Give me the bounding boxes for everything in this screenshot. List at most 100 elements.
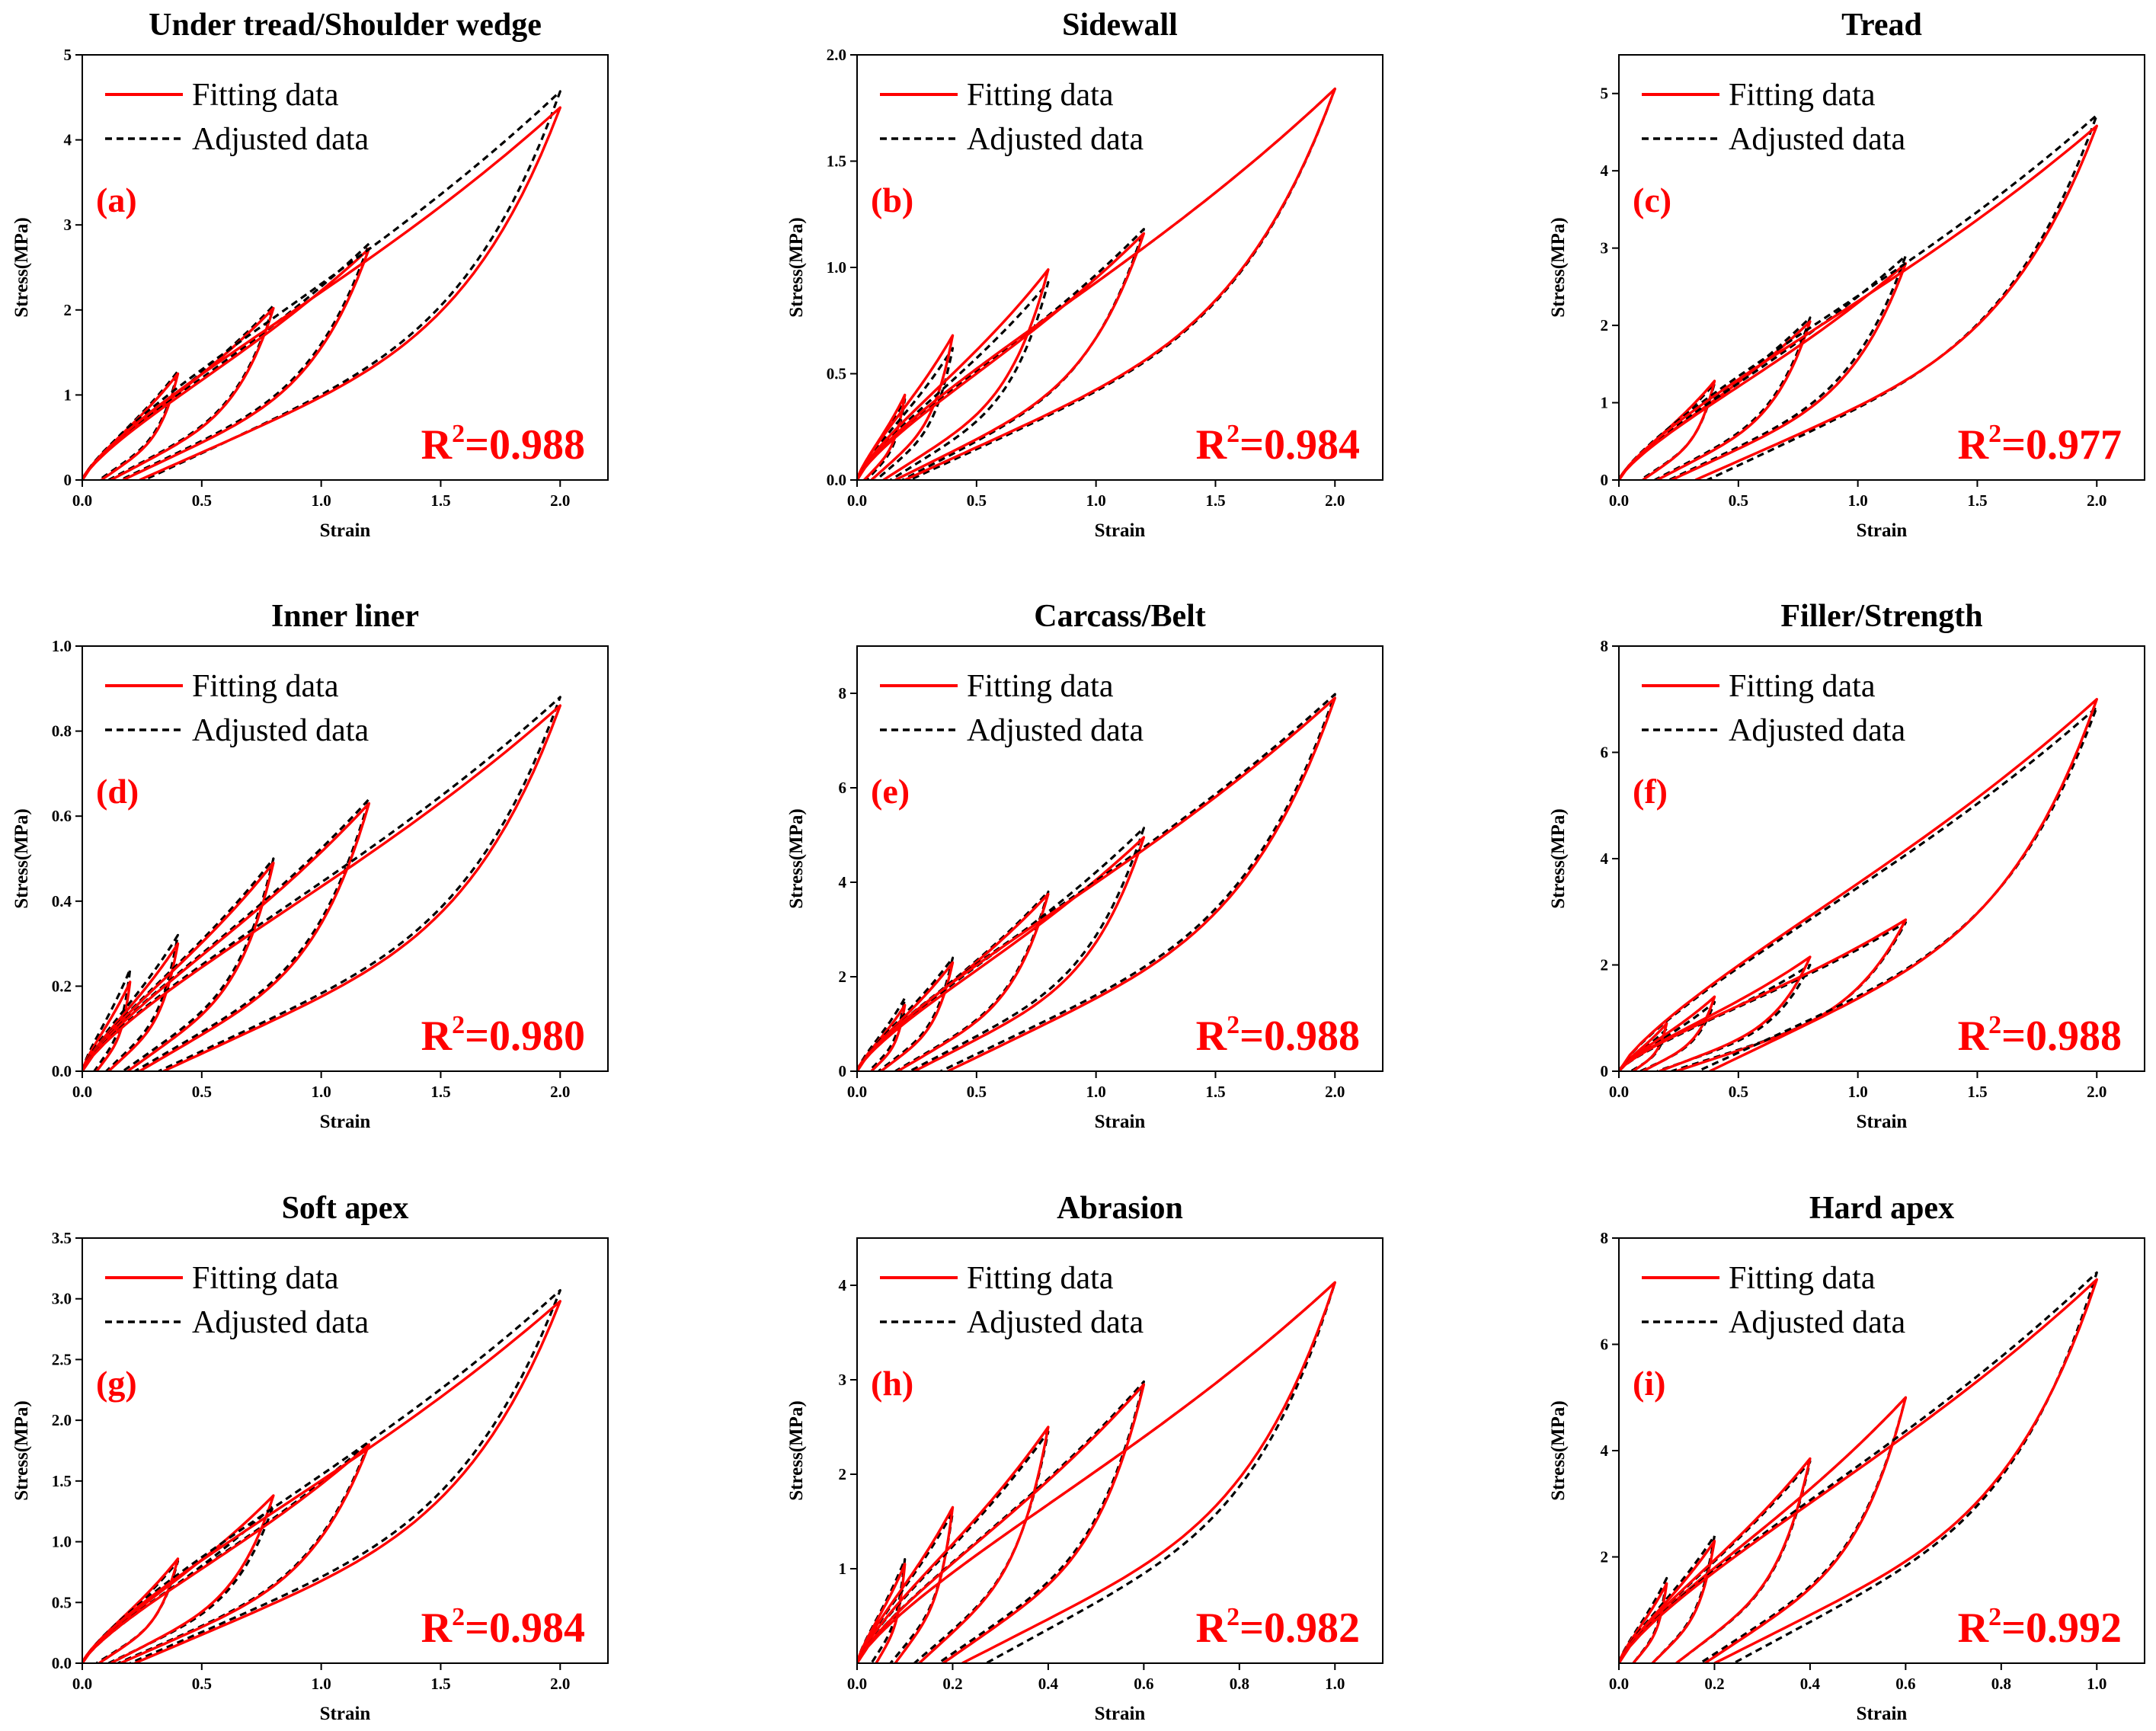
x-tick-label: 0.5 — [967, 491, 987, 510]
x-tick-label: 1.5 — [1967, 491, 1987, 510]
r-squared-value: R2=0.984 — [421, 1603, 585, 1652]
legend-adjusted-label: Adjusted data — [967, 1305, 1144, 1340]
legend-adjusted-label: Adjusted data — [1729, 1305, 1905, 1340]
x-tick-label: 0.5 — [192, 1675, 212, 1693]
x-tick-label: 1.0 — [1086, 491, 1106, 510]
fitting-curve-cycle-1 — [1619, 1582, 1668, 1663]
y-tick-label: 2 — [839, 968, 847, 986]
y-axis-label: Stress(MPa) — [786, 217, 807, 317]
fitting-curve-cycle-3 — [1619, 1457, 1812, 1663]
chart-panel-g: Soft apex 0.0 0.5 1.0 1.5 2.0 0.0 0.5 1.0 1.5 2.0 2… — [11, 1191, 609, 1724]
y-tick-label: 4 — [1601, 162, 1609, 180]
curves — [857, 87, 1336, 480]
plot-frame — [82, 1237, 609, 1664]
x-tick-label: 2.0 — [550, 491, 570, 510]
curves — [1619, 1271, 2098, 1663]
panel-label: (f) — [1633, 772, 1668, 811]
x-tick-label: 0.5 — [192, 1083, 212, 1101]
legend-fitting-label: Fitting data — [1729, 1261, 1876, 1296]
y-tick-label: 8 — [839, 684, 847, 702]
x-tick-label: 1.0 — [2087, 1675, 2106, 1693]
legend-adjusted-label: Adjusted data — [192, 122, 369, 157]
panel-label: (g) — [96, 1364, 137, 1403]
y-tick-label: 0.5 — [52, 1593, 72, 1611]
x-axis-label: Strain — [1095, 520, 1146, 541]
adjusted-curve-cycle-5 — [1619, 706, 2098, 1071]
y-tick-label: 3.5 — [52, 1229, 72, 1247]
x-tick-label: 0.2 — [942, 1675, 962, 1693]
chart-panel-f: Filler/Strength 0.0 0.5 1.0 1.5 2.0 0 2 4 6 8 Strai… — [1548, 599, 2145, 1132]
x-tick-label: 2.0 — [550, 1675, 570, 1693]
x-axis-label: Strain — [1857, 520, 1908, 541]
x-axis-label: Strain — [1095, 1112, 1146, 1132]
y-tick-label: 0.4 — [52, 892, 72, 910]
plot-frame — [856, 645, 1383, 1072]
adjusted-curve-cycle-5 — [82, 696, 561, 1071]
x-tick-label: 0.0 — [847, 1083, 867, 1101]
y-tick-label: 0.8 — [52, 722, 72, 741]
y-tick-label: 4 — [1601, 850, 1609, 868]
r-squared-prefix: R — [1196, 1013, 1227, 1060]
y-tick-label: 1.0 — [52, 637, 72, 655]
fitting-curve-cycle-3 — [857, 268, 1050, 480]
fitting-curve-cycle-3 — [82, 1443, 371, 1663]
chart-panel-a: Under tread/Shoulder wedge 0.0 0.5 1.0 1.5 2.… — [11, 8, 609, 541]
y-axis-label: Stress(MPa) — [11, 1400, 32, 1500]
fitting-curve-cycle-5 — [857, 1281, 1336, 1663]
panel-label: (i) — [1633, 1364, 1665, 1403]
y-tick-label: 8 — [1601, 637, 1609, 655]
r-squared-value: R2=0.980 — [421, 1011, 585, 1060]
chart-title: Filler/Strength — [1780, 599, 1982, 634]
curves — [1619, 698, 2098, 1071]
r-squared-value: R2=0.992 — [1958, 1603, 2122, 1652]
x-tick-label: 0.6 — [1134, 1675, 1153, 1693]
x-tick-label: 0.2 — [1704, 1675, 1724, 1693]
adjusted-curve-cycle-5 — [1619, 1271, 2098, 1663]
fitting-curve-cycle-2 — [857, 1505, 955, 1663]
r-squared-value: R2=0.984 — [1196, 420, 1360, 469]
r-squared-prefix: R — [421, 421, 453, 469]
panel-label: (b) — [871, 181, 913, 219]
r-squared-value: R2=0.982 — [1196, 1603, 1360, 1652]
panel-label: (a) — [96, 181, 137, 219]
r-squared-superscript: 2 — [452, 1603, 465, 1631]
r-squared-superscript: 2 — [1227, 1011, 1240, 1039]
y-tick-label: 6 — [839, 779, 847, 797]
y-tick-label: 0 — [64, 471, 72, 489]
r-squared-number: =0.984 — [1240, 421, 1360, 469]
r-squared-superscript: 2 — [452, 420, 465, 448]
x-axis-label: Strain — [320, 1112, 371, 1132]
legend-fitting-label: Fitting data — [192, 78, 339, 113]
r-squared-superscript: 2 — [1227, 1603, 1240, 1631]
y-tick-label: 5 — [1601, 85, 1609, 103]
fitting-curve-cycle-4 — [82, 802, 371, 1071]
adjusted-curve-cycle-4 — [1619, 114, 2098, 480]
y-tick-label: 0.6 — [52, 807, 72, 825]
x-tick-label: 0.0 — [1609, 491, 1629, 510]
fitting-curve-cycle-4 — [857, 232, 1146, 480]
r-squared-prefix: R — [1958, 1605, 1989, 1652]
fitting-curve-cycle-4 — [1619, 1396, 1908, 1663]
legend-fitting-label: Fitting data — [967, 669, 1114, 704]
y-tick-label: 3 — [839, 1371, 847, 1389]
r-squared-number: =0.988 — [465, 421, 585, 469]
x-tick-label: 1.0 — [1848, 491, 1868, 510]
legend-fitting-label: Fitting data — [192, 1261, 339, 1296]
fitting-curve-cycle-3 — [82, 861, 275, 1071]
y-tick-label: 1.0 — [52, 1533, 72, 1551]
y-tick-label: 3.0 — [52, 1290, 72, 1308]
r-squared-number: =0.988 — [1240, 1013, 1360, 1060]
y-tick-label: 3 — [1601, 239, 1609, 258]
x-axis-label: Strain — [1095, 1704, 1146, 1724]
y-tick-label: 1 — [64, 386, 72, 404]
plot-frame — [1618, 645, 2145, 1072]
y-tick-label: 2.5 — [52, 1350, 72, 1368]
adjusted-curve-cycle-3 — [1619, 254, 1907, 480]
y-tick-label: 5 — [64, 46, 72, 64]
adjusted-curve-cycle-1 — [857, 997, 907, 1071]
fitting-curve-cycle-5 — [857, 87, 1336, 480]
chart-panel-e: Carcass/Belt 0.0 0.5 1.0 1.5 2.0 0 2 4 6 8 Strain St… — [786, 599, 1383, 1132]
x-tick-label: 2.0 — [2087, 1083, 2106, 1101]
r-squared-prefix: R — [421, 1605, 453, 1652]
